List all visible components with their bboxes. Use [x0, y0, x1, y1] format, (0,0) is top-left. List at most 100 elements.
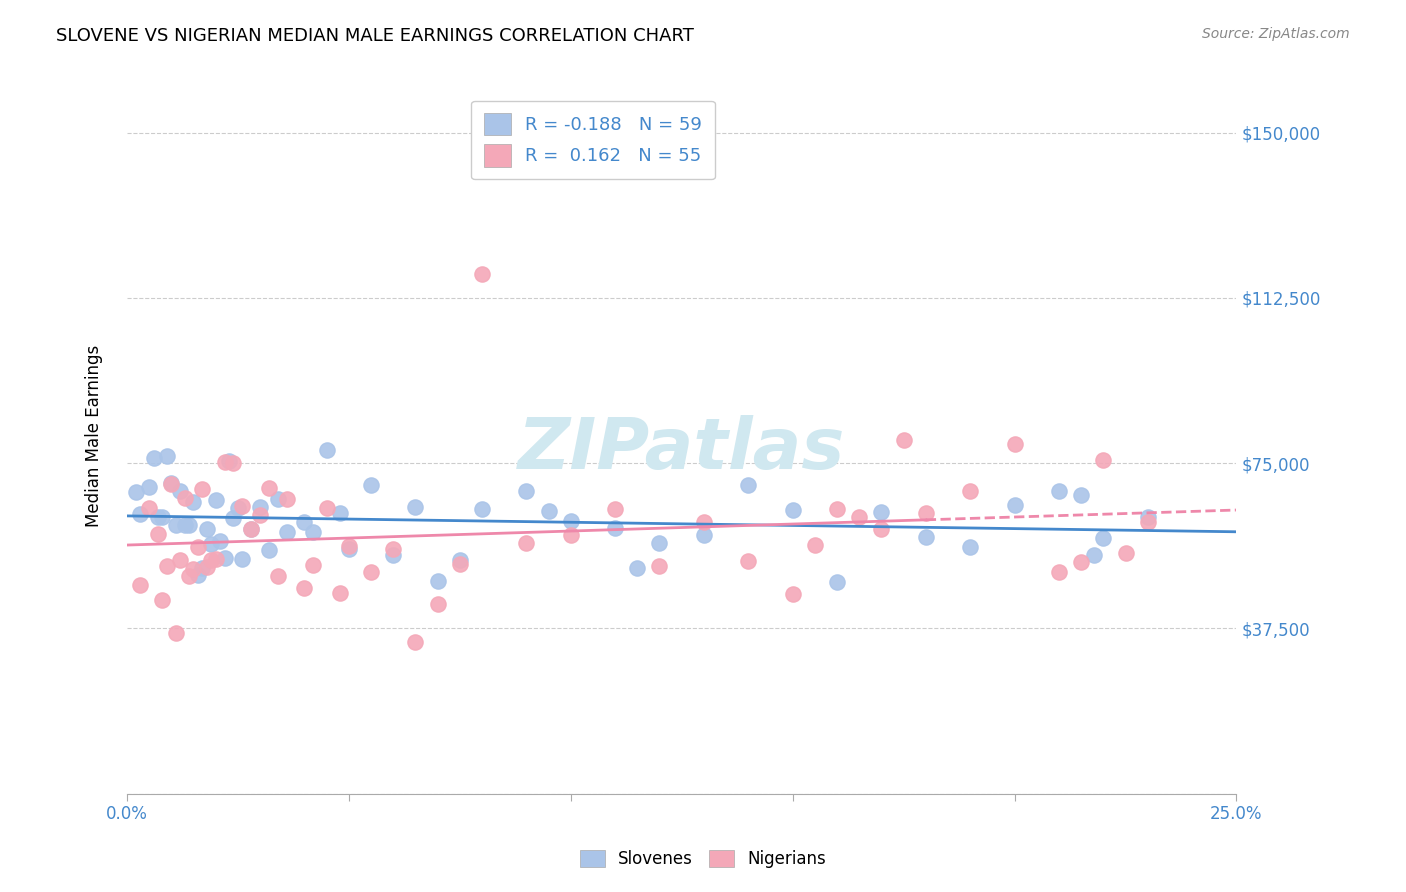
Point: [276, 524, 298, 539]
Point: [209, 534, 232, 549]
Point: [200, 537, 222, 551]
Point: [156, 449, 179, 463]
Point: [382, 541, 405, 556]
Point: [648, 558, 671, 573]
Point: [187, 567, 209, 582]
Point: [138, 501, 160, 516]
Point: [537, 504, 560, 518]
Point: [294, 581, 316, 595]
Point: [1092, 452, 1115, 467]
Point: [152, 510, 174, 524]
Point: [959, 483, 981, 498]
Point: [329, 506, 352, 520]
Point: [222, 456, 245, 470]
Point: [257, 481, 280, 495]
Point: [177, 569, 200, 583]
Point: [329, 586, 352, 600]
Point: [914, 530, 936, 544]
Point: [173, 518, 195, 533]
Point: [471, 267, 494, 281]
Point: [914, 506, 936, 520]
Point: [426, 597, 449, 611]
Point: [249, 500, 271, 515]
Point: [195, 522, 218, 536]
Point: [959, 541, 981, 555]
Y-axis label: Median Male Earnings: Median Male Earnings: [86, 344, 103, 526]
Point: [129, 507, 152, 521]
Point: [165, 518, 187, 533]
Point: [187, 541, 209, 555]
Point: [560, 528, 582, 542]
Point: [160, 476, 183, 491]
Point: [893, 434, 915, 448]
Point: [315, 500, 337, 515]
Point: [471, 501, 494, 516]
Point: [129, 578, 152, 592]
Point: [267, 491, 290, 506]
Point: [1136, 515, 1159, 529]
Point: [449, 553, 471, 567]
Point: [302, 558, 325, 572]
Point: [693, 528, 716, 542]
Point: [160, 476, 183, 491]
Point: [825, 574, 848, 589]
Point: [603, 502, 626, 516]
Point: [191, 561, 214, 575]
Point: [222, 511, 245, 525]
Point: [1047, 566, 1070, 580]
Point: [360, 565, 382, 579]
Point: [1083, 548, 1105, 562]
Point: [404, 634, 426, 648]
Point: [165, 626, 187, 640]
Point: [183, 494, 205, 508]
Point: [626, 561, 648, 575]
Point: [214, 551, 236, 566]
Point: [782, 502, 804, 516]
Point: [1070, 488, 1092, 502]
Point: [1047, 484, 1070, 499]
Point: [1092, 531, 1115, 545]
Point: [156, 558, 179, 573]
Point: [1115, 545, 1137, 559]
Point: [515, 484, 537, 499]
Point: [169, 553, 191, 567]
Text: Source: ZipAtlas.com: Source: ZipAtlas.com: [1202, 27, 1350, 41]
Point: [337, 541, 360, 556]
Point: [648, 536, 671, 550]
Point: [200, 553, 222, 567]
Point: [142, 450, 165, 465]
Point: [125, 485, 148, 500]
Point: [240, 522, 263, 536]
Point: [267, 569, 290, 583]
Point: [426, 574, 449, 588]
Point: [315, 442, 337, 457]
Point: [870, 505, 893, 519]
Point: [226, 501, 249, 516]
Point: [183, 562, 205, 576]
Point: [146, 527, 169, 541]
Text: SLOVENE VS NIGERIAN MEDIAN MALE EARNINGS CORRELATION CHART: SLOVENE VS NIGERIAN MEDIAN MALE EARNINGS…: [56, 27, 695, 45]
Point: [214, 455, 236, 469]
Point: [169, 484, 191, 499]
Point: [782, 587, 804, 601]
Point: [1004, 498, 1026, 512]
Point: [152, 593, 174, 607]
Point: [515, 536, 537, 550]
Point: [848, 509, 870, 524]
Point: [449, 557, 471, 571]
Point: [337, 539, 360, 553]
Point: [1004, 436, 1026, 450]
Point: [276, 491, 298, 506]
Point: [1136, 509, 1159, 524]
Point: [294, 515, 316, 529]
Point: [177, 518, 200, 533]
Point: [146, 510, 169, 524]
Point: [302, 525, 325, 540]
Legend: Slovenes, Nigerians: Slovenes, Nigerians: [572, 843, 834, 875]
Point: [218, 454, 240, 468]
Point: [693, 515, 716, 529]
Point: [603, 521, 626, 535]
Point: [240, 522, 263, 536]
Point: [737, 554, 759, 568]
Point: [191, 482, 214, 496]
